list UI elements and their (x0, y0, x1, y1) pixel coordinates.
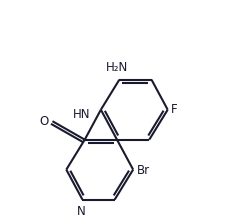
Text: H₂N: H₂N (106, 61, 128, 74)
Text: N: N (77, 205, 86, 218)
Text: O: O (39, 115, 48, 128)
Text: Br: Br (137, 164, 150, 177)
Text: F: F (171, 103, 178, 116)
Text: HN: HN (73, 108, 90, 121)
